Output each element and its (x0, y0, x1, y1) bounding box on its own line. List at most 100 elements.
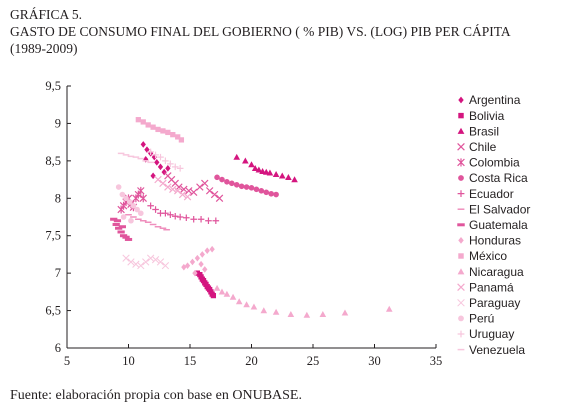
data-point-mexico (135, 117, 141, 123)
data-point-peru (137, 210, 144, 217)
data-point-panama (164, 183, 172, 191)
data-point-mexico (160, 128, 166, 134)
data-point-nicaragua (235, 298, 243, 305)
legend-marker-colombia (457, 158, 465, 167)
data-point-costa-rica (268, 190, 274, 197)
x-tick-label: 20 (245, 354, 258, 368)
data-point-nicaragua (341, 309, 349, 316)
legend-marker-argentina (458, 96, 464, 104)
chart-period: (1989-2009) (10, 41, 78, 56)
data-point-chile (210, 190, 219, 199)
data-point-ecuador (176, 213, 184, 221)
data-point-brasil (285, 174, 292, 180)
data-point-honduras (194, 254, 201, 262)
data-point-brasil (291, 176, 298, 183)
data-point-honduras (209, 245, 215, 253)
data-point-ecuador (171, 212, 179, 220)
data-point-paraguay (142, 258, 150, 266)
legend-marker-mexico (458, 253, 464, 259)
legend-label-ecuador: Ecuador (469, 187, 514, 201)
data-point-nicaragua (272, 308, 280, 315)
data-point-colombia (137, 186, 145, 195)
data-point-panama (159, 179, 167, 188)
y-tick-label: 8 (55, 191, 61, 205)
data-point-costa-rica (258, 187, 265, 194)
data-point-honduras (198, 260, 204, 268)
data-point-guatemala (115, 226, 123, 230)
legend-label-bolivia: Bolivia (469, 109, 505, 123)
data-point-honduras (184, 262, 191, 269)
legend-label-chile: Chile (469, 140, 497, 154)
data-point-paraguay (132, 260, 140, 268)
data-point-ecuador (183, 214, 190, 222)
data-point-costa-rica (219, 176, 225, 183)
data-point-paraguay (151, 256, 160, 264)
data-point-peru (126, 199, 133, 205)
data-point-argentina (165, 165, 171, 172)
data-point-ecuador (147, 202, 154, 210)
data-point-panama (178, 190, 187, 199)
data-point-honduras (199, 251, 205, 258)
data-point-mexico (145, 122, 151, 128)
legend-marker-guatemala (457, 223, 465, 227)
y-tick-label: 6,5 (45, 304, 61, 318)
data-point-nicaragua (243, 301, 250, 308)
data-point-mexico (178, 137, 185, 143)
legend-label-honduras: Honduras (469, 234, 521, 248)
data-point-uruguay (171, 163, 179, 171)
legend-marker-paraguay (457, 299, 465, 307)
legend-label-uruguay: Uruguay (469, 327, 514, 341)
data-point-ecuador (190, 215, 197, 223)
data-point-paraguay (161, 262, 170, 270)
data-point-nicaragua (287, 311, 295, 317)
data-point-nicaragua (260, 307, 268, 314)
data-point-guatemala (124, 237, 133, 241)
legend-marker-ecuador (457, 190, 465, 197)
data-point-honduras (192, 269, 198, 277)
data-point-brasil (272, 171, 280, 177)
data-point-mexico (140, 119, 146, 125)
data-point-guatemala (118, 225, 126, 229)
data-point-costa-rica (224, 179, 230, 185)
data-point-nicaragua (250, 303, 258, 310)
x-tick-label: 10 (122, 354, 135, 368)
data-point-honduras (189, 258, 196, 266)
data-point-uruguay (147, 148, 154, 156)
data-point-brasil (248, 161, 255, 168)
data-point-nicaragua (319, 311, 327, 317)
data-point-uruguay (167, 160, 174, 168)
data-point-ecuador (167, 211, 174, 219)
data-point-paraguay (156, 258, 165, 266)
legend-label-guatemala: Guatemala (469, 218, 528, 232)
data-point-costa-rica (263, 189, 270, 196)
legend-marker-costa-rica (458, 175, 464, 181)
x-tick-label: 15 (184, 354, 197, 368)
legend-marker-nicaragua (457, 268, 465, 275)
data-point-honduras (202, 266, 208, 273)
data-point-honduras (204, 247, 210, 254)
data-point-uruguay (162, 157, 169, 165)
data-point-nicaragua (385, 305, 393, 312)
data-point-peru (115, 184, 122, 190)
data-point-costa-rica (214, 174, 220, 181)
legend-label-mexico: México (469, 249, 507, 263)
data-point-costa-rica (243, 184, 250, 190)
data-point-peru (123, 195, 129, 202)
data-point-ecuador (162, 209, 169, 217)
legend-marker-bolivia (458, 112, 464, 119)
data-point-paraguay (146, 254, 155, 262)
x-tick-label: 5 (64, 354, 70, 368)
data-point-ecuador (152, 206, 159, 213)
y-tick-label: 8,5 (45, 154, 61, 168)
data-point-argentina (157, 163, 164, 171)
data-point-mexico (155, 126, 161, 133)
x-tick-label: 30 (368, 354, 381, 368)
data-point-bolivia (210, 292, 217, 299)
figure-label: GRÁFICA 5. (10, 7, 83, 22)
data-point-colombia (139, 194, 147, 203)
data-point-panama (183, 193, 192, 201)
legend-label-panama: Panamá (469, 280, 514, 294)
data-point-argentina (150, 172, 156, 180)
legend-label-costa-rica: Costa Rica (469, 171, 528, 185)
y-tick-label: 9 (55, 116, 61, 130)
